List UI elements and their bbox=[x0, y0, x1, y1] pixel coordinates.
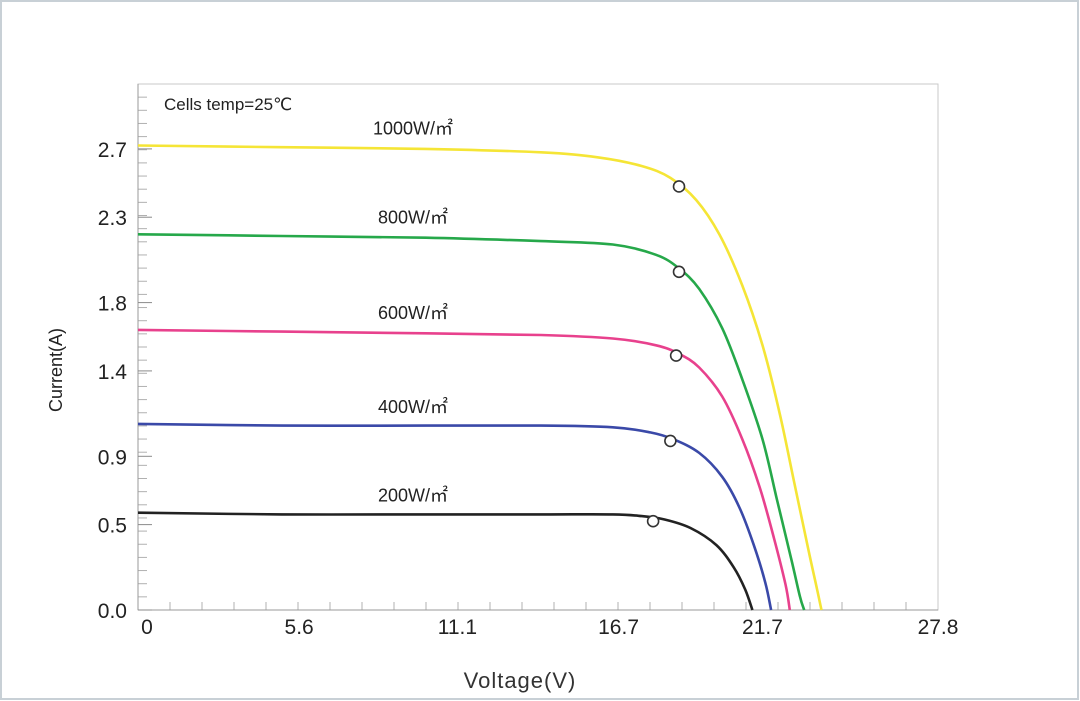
y-tick-label: 2.7 bbox=[98, 139, 127, 162]
y-axis-label: Current(A) bbox=[46, 328, 66, 412]
y-tick-label: 0.9 bbox=[98, 446, 127, 469]
x-tick-label: 27.8 bbox=[918, 616, 959, 639]
series-label-800w: 800W/㎡ bbox=[378, 206, 448, 227]
y-tick-label: 0.0 bbox=[98, 600, 127, 623]
x-tick-label: 11.1 bbox=[438, 616, 477, 639]
series-line-1000w bbox=[137, 144, 823, 611]
mpp-marker-1000w bbox=[672, 180, 686, 193]
series-label-400w: 400W/㎡ bbox=[378, 396, 448, 417]
series-label-1000w: 1000W/㎡ bbox=[373, 117, 453, 138]
x-minor-ticks bbox=[169, 602, 907, 610]
series-labels: 1000W/㎡ 800W/㎡ 600W/㎡ 400W/㎡ 200W/㎡ bbox=[373, 117, 453, 505]
y-tick-label: 2.3 bbox=[98, 207, 127, 230]
x-tick-label: 16.7 bbox=[598, 616, 639, 639]
temperature-annotation: Cells temp=25℃ bbox=[164, 95, 292, 114]
x-tick-labels: 0 5.6 11.1 16.7 21.7 27.8 bbox=[141, 616, 958, 639]
mpp-markers bbox=[646, 180, 686, 528]
series-line-800w bbox=[137, 233, 806, 611]
y-tick-labels: 0.0 0.5 0.9 1.4 1.8 2.3 2.7 bbox=[98, 139, 152, 623]
y-minor-ticks bbox=[138, 96, 147, 598]
y-tick-label: 0.5 bbox=[98, 515, 127, 538]
y-tick-label: 1.4 bbox=[98, 361, 128, 384]
mpp-marker-200w bbox=[646, 514, 660, 528]
mpp-marker-400w bbox=[664, 434, 677, 448]
series-label-200w: 200W/㎡ bbox=[378, 485, 448, 506]
series-line-400w bbox=[137, 422, 773, 611]
x-tick-label: 21.7 bbox=[742, 616, 783, 639]
series-line-200w bbox=[137, 511, 754, 611]
y-tick-label: 1.8 bbox=[98, 293, 127, 316]
plot-area bbox=[137, 83, 939, 611]
x-axis-label: Voltage(V) bbox=[464, 668, 577, 693]
mpp-marker-800w bbox=[672, 265, 686, 279]
mpp-marker-600w bbox=[669, 349, 683, 362]
x-tick-label: 5.6 bbox=[285, 616, 314, 639]
x-tick-label: 0 bbox=[141, 616, 153, 639]
series-label-600w: 600W/㎡ bbox=[378, 302, 448, 323]
